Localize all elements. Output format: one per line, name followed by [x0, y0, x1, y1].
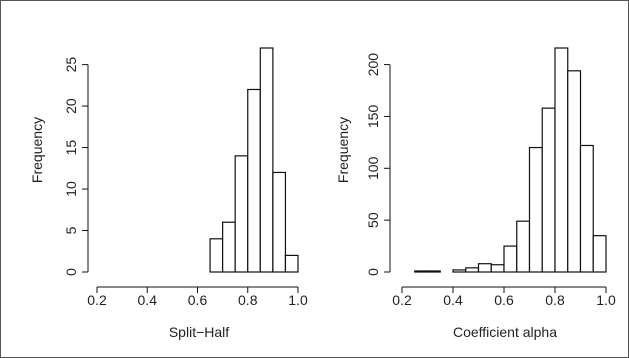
- split-half-histogram-panel: 0.2 0.4 0.6 0.8 1.0 0 5 10 15 20 25 Split−Half Frequ…: [29, 47, 308, 340]
- x-tick-label: 0.2: [87, 292, 107, 308]
- histogram-bar: [272, 171, 287, 273]
- histogram-bar: [592, 235, 607, 273]
- x-tick-label: 1.0: [288, 292, 308, 308]
- histogram-bar: [567, 70, 582, 273]
- histogram-bar: [554, 47, 569, 273]
- histogram-bar: [490, 264, 505, 273]
- x-tick-label: 1.0: [596, 292, 616, 308]
- histogram-bar: [579, 144, 594, 273]
- y-tick-label: 25: [63, 57, 79, 73]
- histogram-bar: [414, 270, 429, 273]
- x-tick-label: 0.4: [443, 292, 463, 308]
- histogram-bar: [452, 269, 467, 273]
- y-tick-label: 0: [365, 268, 381, 276]
- histogram-bar: [528, 146, 543, 273]
- y-axis-title: Frequency: [335, 117, 351, 183]
- histogram-bar: [247, 88, 261, 273]
- histogram-bar: [477, 263, 492, 273]
- y-tick-label: 0: [63, 268, 79, 276]
- x-tick-label: 0.6: [188, 292, 208, 308]
- x-axis-title: Split−Half: [169, 324, 229, 340]
- histogram-bar: [516, 220, 531, 273]
- y-tick-label: 100: [365, 156, 381, 180]
- y-tick-label: 20: [63, 98, 79, 114]
- x-tick-label: 0.2: [392, 292, 412, 308]
- histogram-bar: [209, 238, 224, 273]
- coefficient-alpha-histogram-panel: 0.2 0.4 0.6 0.8 1.0 0 50 100 150 200 Coefficient a…: [335, 47, 616, 340]
- x-tick-label: 0.8: [545, 292, 565, 308]
- x-tick-label: 0.4: [138, 292, 158, 308]
- y-axis-title: Frequency: [29, 117, 45, 183]
- y-tick-label: 50: [365, 212, 381, 228]
- y-tick-label: 5: [63, 226, 79, 234]
- y-tick-label: 15: [63, 140, 79, 156]
- x-tick-label: 0.6: [494, 292, 514, 308]
- y-tick-label: 10: [63, 181, 79, 197]
- histogram-bar: [503, 245, 518, 273]
- y-tick-label: 200: [365, 53, 381, 77]
- x-axis-title: Coefficient alpha: [453, 324, 557, 340]
- histogram-bar: [222, 221, 236, 273]
- x-tick-label: 0.8: [238, 292, 258, 308]
- histogram-bar: [234, 155, 249, 273]
- histogram-bar: [541, 107, 556, 273]
- histogram-bar: [284, 254, 299, 273]
- histogram-bar: [426, 270, 441, 273]
- histogram-bar: [259, 47, 274, 273]
- y-tick-label: 150: [365, 105, 381, 129]
- histogram-bar: [465, 267, 480, 273]
